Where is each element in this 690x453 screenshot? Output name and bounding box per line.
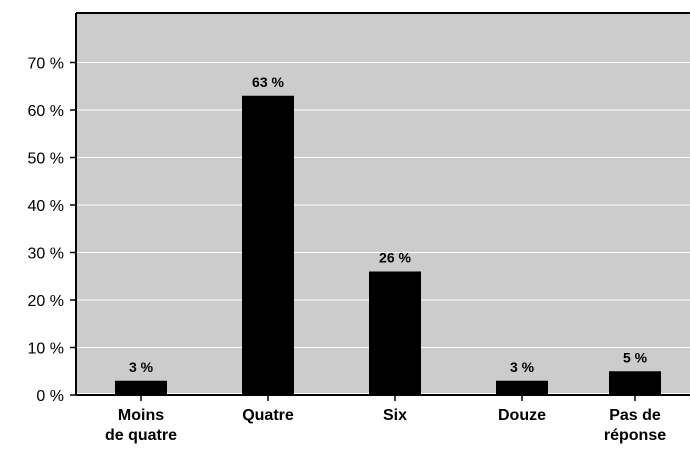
- x-category-label: Douze: [498, 407, 546, 424]
- bar: [496, 380, 548, 395]
- x-category-label: de quatre: [105, 427, 177, 444]
- data-labels: 3 % 63 % 26 % 3 % 5 %: [129, 74, 648, 375]
- x-category-label: réponse: [604, 427, 666, 444]
- bar: [242, 95, 294, 395]
- bar: [115, 380, 167, 395]
- x-category-label: Moins: [118, 407, 164, 424]
- bar-value-label: 3 %: [510, 359, 535, 375]
- bar-value-label: 63 %: [252, 74, 284, 90]
- x-category-label: Six: [383, 407, 407, 424]
- y-tick-label: 70 %: [28, 56, 64, 73]
- x-category-label: Quatre: [242, 407, 294, 424]
- y-tick-label: 50 %: [28, 151, 64, 168]
- x-category-label: Pas de: [609, 407, 661, 424]
- bar-value-label: 3 %: [129, 359, 154, 375]
- y-tick-label: 40 %: [28, 198, 64, 215]
- y-tick-label: 60 %: [28, 103, 64, 120]
- y-axis-ticks: 0 % 10 % 20 % 30 % 40 % 50 % 60 % 70 %: [28, 56, 76, 405]
- y-tick-label: 20 %: [28, 293, 64, 310]
- bar: [369, 271, 421, 395]
- bars: [115, 95, 661, 395]
- bar-value-label: 26 %: [379, 250, 411, 266]
- y-tick-label: 30 %: [28, 246, 64, 263]
- bar-value-label: 5 %: [623, 349, 648, 365]
- x-axis-labels: Moins de quatre Quatre Six Douze Pas de répons…: [105, 395, 666, 444]
- bar: [609, 371, 661, 395]
- y-tick-label: 0 %: [36, 388, 64, 405]
- y-tick-label: 10 %: [28, 341, 64, 358]
